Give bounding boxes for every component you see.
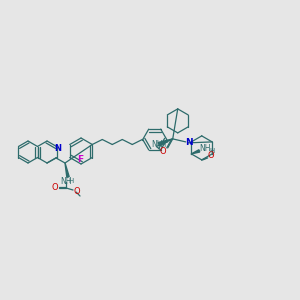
Text: NH: NH: [60, 176, 72, 185]
Text: O: O: [159, 147, 166, 156]
Text: O: O: [74, 187, 80, 196]
Text: H: H: [160, 142, 165, 148]
Text: O: O: [52, 184, 58, 193]
Text: O: O: [207, 152, 214, 160]
Polygon shape: [158, 139, 173, 145]
Text: H: H: [68, 178, 74, 184]
Text: NH: NH: [151, 140, 163, 149]
Text: H: H: [210, 148, 215, 154]
Text: NH: NH: [200, 144, 211, 153]
Polygon shape: [191, 150, 200, 154]
Polygon shape: [65, 163, 69, 177]
Text: N: N: [54, 144, 61, 153]
Text: N: N: [185, 138, 193, 147]
Text: F: F: [77, 155, 83, 164]
